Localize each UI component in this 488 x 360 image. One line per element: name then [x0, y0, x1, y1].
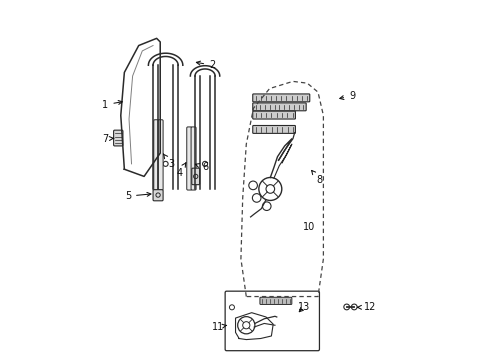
FancyBboxPatch shape: [158, 120, 163, 190]
FancyBboxPatch shape: [252, 103, 305, 111]
FancyBboxPatch shape: [113, 130, 122, 146]
Text: 3: 3: [163, 154, 174, 169]
Text: 2: 2: [196, 60, 215, 70]
FancyBboxPatch shape: [252, 111, 295, 119]
Text: 10: 10: [302, 222, 315, 231]
Text: 8: 8: [311, 170, 322, 185]
Text: 4: 4: [176, 163, 185, 178]
FancyBboxPatch shape: [186, 127, 191, 190]
FancyBboxPatch shape: [191, 127, 196, 190]
Text: 7: 7: [102, 134, 114, 144]
Text: 5: 5: [124, 191, 151, 201]
FancyBboxPatch shape: [252, 126, 295, 134]
FancyBboxPatch shape: [252, 94, 309, 102]
Text: 12: 12: [357, 302, 375, 312]
Text: 1: 1: [102, 100, 122, 110]
Text: 11: 11: [211, 322, 226, 332]
FancyBboxPatch shape: [153, 190, 163, 201]
FancyBboxPatch shape: [191, 168, 199, 185]
Text: 9: 9: [339, 91, 354, 101]
FancyBboxPatch shape: [260, 297, 291, 305]
Text: 6: 6: [195, 162, 208, 172]
FancyBboxPatch shape: [153, 120, 159, 190]
Text: 13: 13: [297, 302, 309, 312]
